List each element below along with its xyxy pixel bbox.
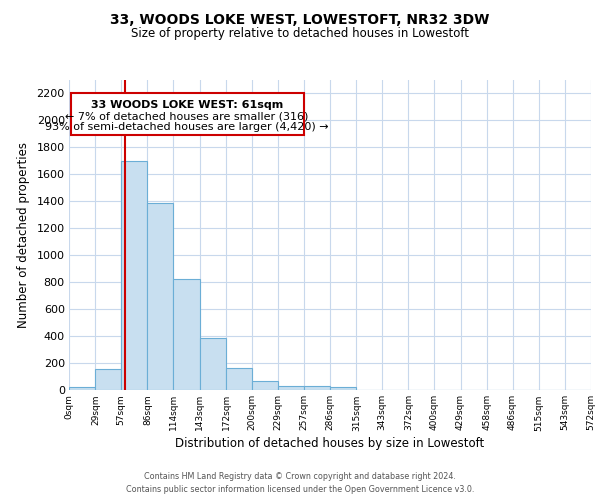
Bar <box>226 368 251 390</box>
Text: 33 WOODS LOKE WEST: 61sqm: 33 WOODS LOKE WEST: 61sqm <box>91 100 283 110</box>
Bar <box>173 279 199 390</box>
Bar <box>121 161 148 390</box>
Y-axis label: Number of detached properties: Number of detached properties <box>17 142 29 328</box>
X-axis label: Distribution of detached houses by size in Lowestoft: Distribution of detached houses by size … <box>175 438 485 450</box>
Text: Size of property relative to detached houses in Lowestoft: Size of property relative to detached ho… <box>131 28 469 40</box>
Bar <box>148 202 173 390</box>
Text: 33, WOODS LOKE WEST, LOWESTOFT, NR32 3DW: 33, WOODS LOKE WEST, LOWESTOFT, NR32 3DW <box>110 12 490 26</box>
FancyBboxPatch shape <box>71 94 304 136</box>
Bar <box>95 369 121 390</box>
Bar <box>304 386 330 390</box>
Text: Contains HM Land Registry data © Crown copyright and database right 2024.: Contains HM Land Registry data © Crown c… <box>144 472 456 481</box>
Bar <box>199 338 226 390</box>
Text: Contains public sector information licensed under the Open Government Licence v3: Contains public sector information licen… <box>126 485 474 494</box>
Text: 93% of semi-detached houses are larger (4,420) →: 93% of semi-detached houses are larger (… <box>46 122 329 132</box>
Bar <box>330 388 356 390</box>
Bar <box>251 381 278 390</box>
Bar <box>69 388 95 390</box>
Text: ← 7% of detached houses are smaller (316): ← 7% of detached houses are smaller (316… <box>65 112 309 122</box>
Bar <box>278 386 304 390</box>
